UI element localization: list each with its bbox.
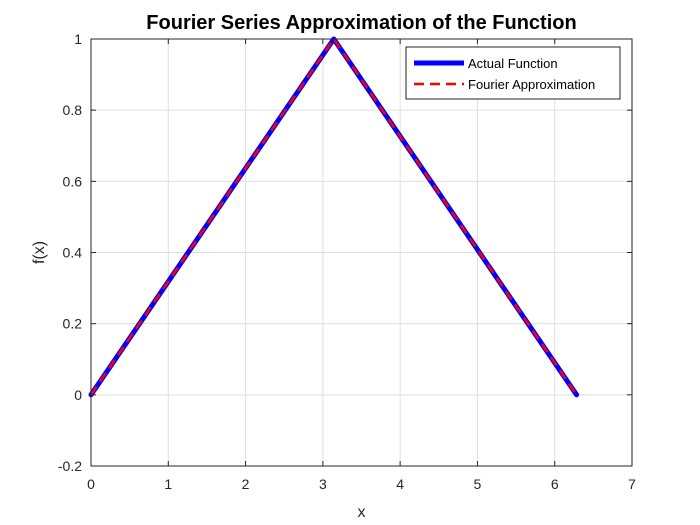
x-tick-label: 3 (319, 476, 327, 492)
y-tick-label: -0.2 (58, 458, 82, 474)
y-axis-label: f(x) (31, 241, 48, 264)
x-axis-label: x (358, 504, 366, 521)
y-tick-label: 0.8 (63, 102, 83, 118)
y-tick-label: 1 (74, 31, 82, 47)
y-tick-label: 0.4 (63, 245, 83, 261)
x-tick-label: 4 (396, 476, 404, 492)
x-tick-label: 7 (628, 476, 636, 492)
x-tick-label: 2 (242, 476, 250, 492)
y-tick-label: 0 (74, 387, 82, 403)
x-tick-label: 0 (87, 476, 95, 492)
legend-label: Actual Function (468, 56, 558, 71)
x-tick-label: 6 (551, 476, 559, 492)
x-tick-label: 1 (164, 476, 172, 492)
legend: Actual Function Fourier Approximation (406, 47, 620, 99)
chart-title: Fourier Series Approximation of the Func… (146, 12, 576, 34)
y-tick-label: 0.6 (63, 173, 83, 189)
legend-label: Fourier Approximation (468, 77, 595, 92)
y-tick-label: 0.2 (63, 316, 83, 332)
x-tick-label: 5 (474, 476, 482, 492)
